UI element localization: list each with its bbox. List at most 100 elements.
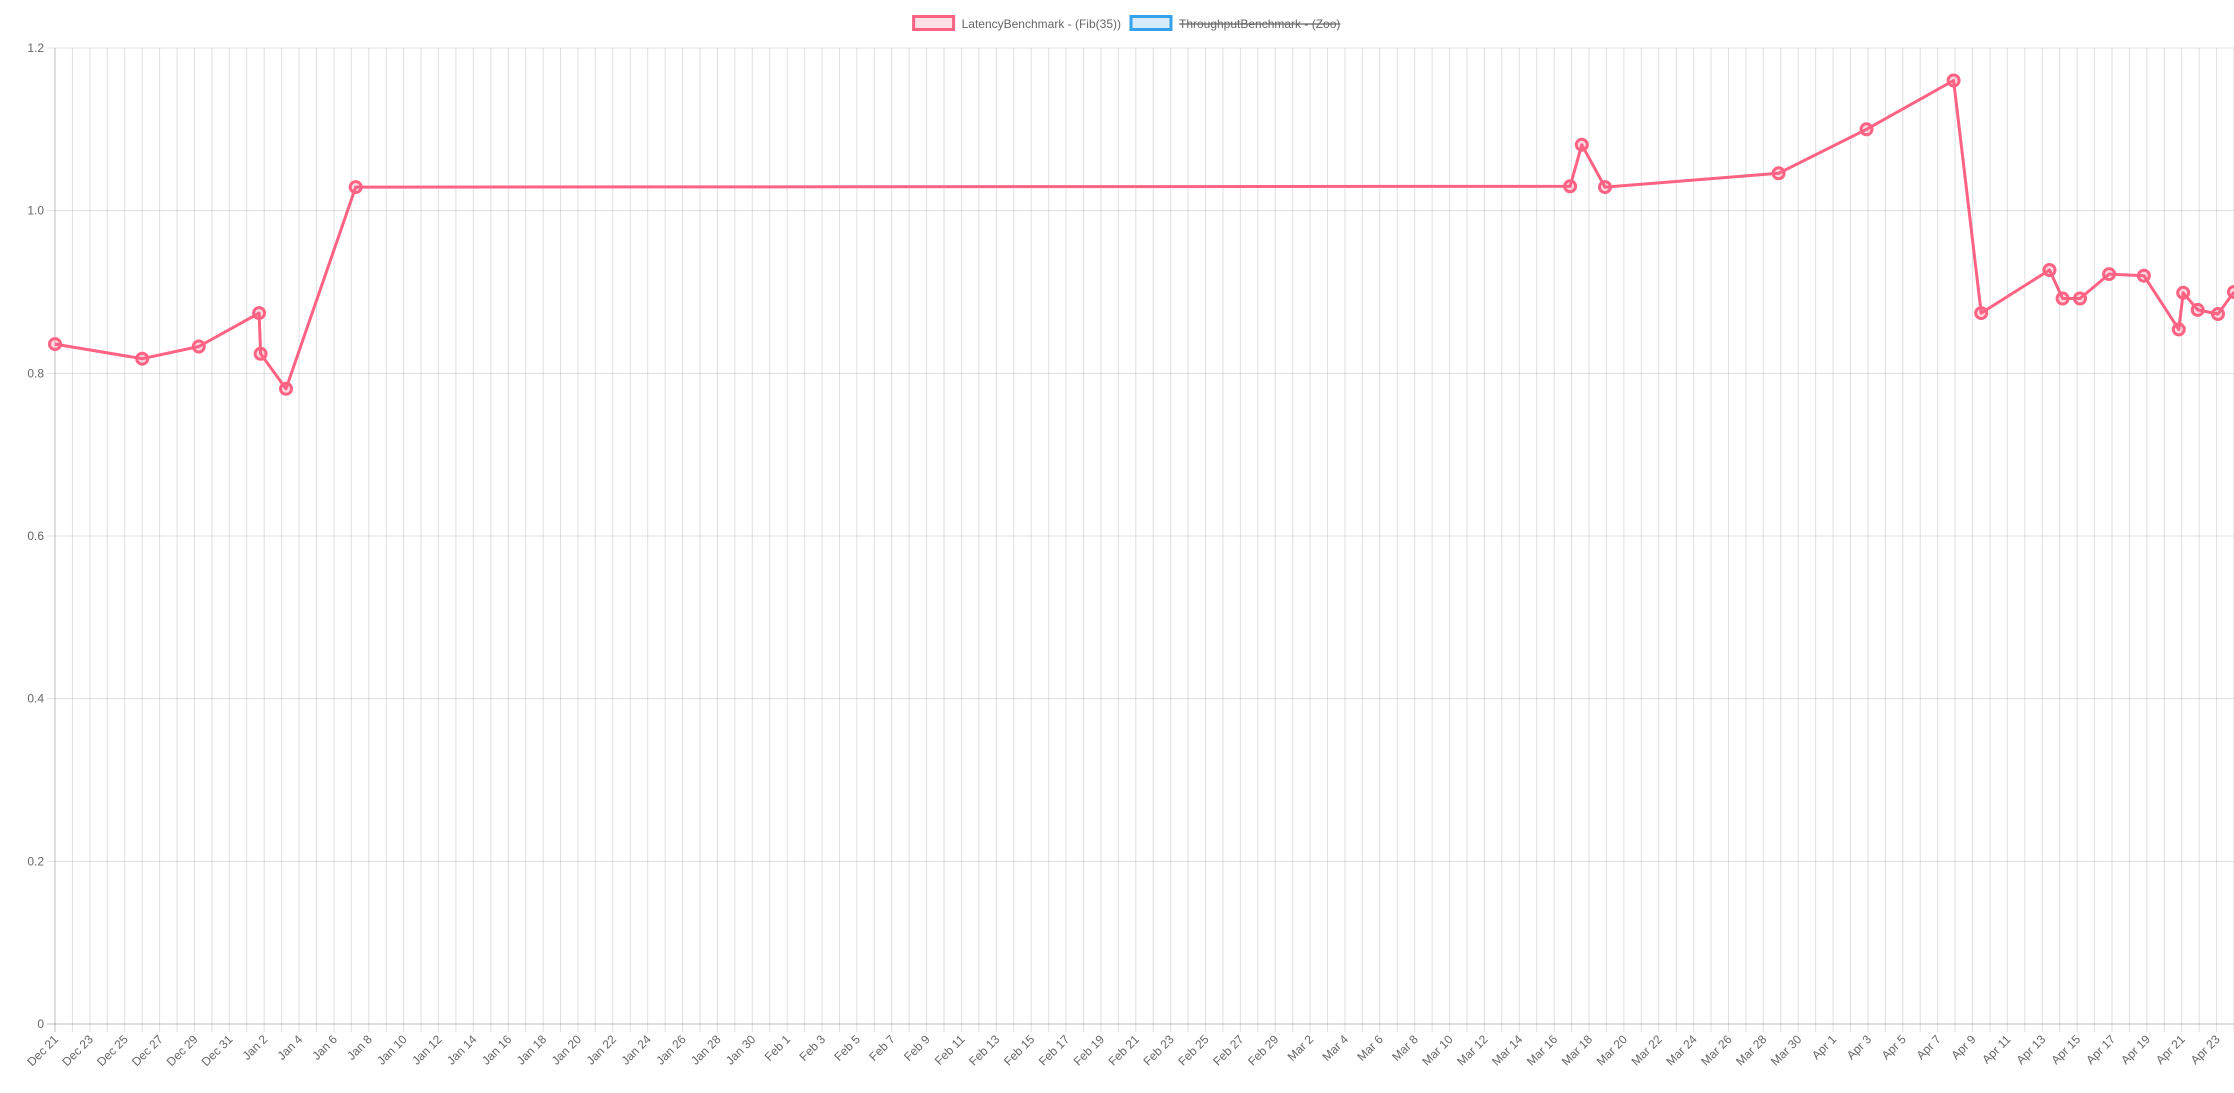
y-tick-label: 1.0 <box>27 204 44 218</box>
x-tick-label: Apr 9 <box>1948 1032 1978 1062</box>
legend[interactable]: LatencyBenchmark - (Fib(35)) ThroughputBe… <box>912 15 1341 32</box>
x-tick-label: Mar 28 <box>1733 1032 1770 1069</box>
x-tick-label: Feb 23 <box>1140 1032 1177 1069</box>
data-point[interactable] <box>48 337 62 352</box>
data-point[interactable] <box>2227 285 2234 299</box>
grid <box>47 47 2234 1032</box>
x-tick-label: Jan 14 <box>444 1032 480 1068</box>
data-point[interactable] <box>252 306 267 321</box>
x-tick-label: Mar 10 <box>1419 1032 1456 1069</box>
x-tick-label: Apr 3 <box>1844 1032 1874 1062</box>
x-tick-label: Jan 22 <box>584 1032 620 1068</box>
y-tick-label: 1.2 <box>27 41 44 55</box>
x-tick-label: Jan 26 <box>653 1032 689 1068</box>
x-tick-label: Mar 18 <box>1559 1032 1596 1069</box>
x-tick-label: Dec 21 <box>24 1032 61 1069</box>
x-tick-label: Mar 24 <box>1663 1032 1700 1069</box>
x-tick-label: Mar 14 <box>1489 1032 1526 1069</box>
x-tick-label: Apr 5 <box>1879 1032 1909 1062</box>
x-tick-label: Jan 12 <box>409 1032 445 1068</box>
x-tick-label: Mar 26 <box>1698 1032 1735 1069</box>
x-tick-label: Feb 25 <box>1175 1032 1212 1069</box>
legend-swatch <box>912 15 956 31</box>
data-point[interactable] <box>2102 267 2117 282</box>
x-tick-label: Feb 13 <box>966 1032 1003 1069</box>
x-tick-label: Mar 16 <box>1524 1032 1561 1069</box>
data-point[interactable] <box>2055 291 2070 306</box>
x-tick-label: Dec 27 <box>129 1032 166 1069</box>
data-point[interactable] <box>2073 291 2087 306</box>
x-tick-label: Jan 4 <box>275 1032 306 1063</box>
x-tick-label: Apr 7 <box>1914 1032 1944 1062</box>
data-point[interactable] <box>1574 137 1589 152</box>
legend-item[interactable]: ThroughputBenchmark - (Zoo) <box>1129 15 1341 32</box>
series-line <box>54 79 2234 391</box>
x-tick-label: Feb 3 <box>797 1032 829 1064</box>
data-point[interactable] <box>1974 306 1989 321</box>
x-tick-label: Mar 22 <box>1629 1032 1666 1069</box>
data-point[interactable] <box>2042 263 2057 277</box>
x-tick-label: Feb 27 <box>1210 1032 1247 1069</box>
data-point[interactable] <box>1859 122 1874 137</box>
x-tick-label: Dec 23 <box>59 1032 96 1069</box>
x-tick-label: Jan 10 <box>374 1032 410 1068</box>
x-tick-label: Feb 7 <box>866 1032 898 1064</box>
data-point[interactable] <box>1771 166 1786 181</box>
x-tick-label: Mar 6 <box>1354 1032 1386 1064</box>
x-tick-label: Dec 31 <box>199 1032 236 1069</box>
x-tick-label: Feb 29 <box>1245 1032 1282 1069</box>
y-tick-label: 0 <box>37 1017 44 1031</box>
data-point[interactable] <box>2176 285 2191 300</box>
x-tick-label: Jan 2 <box>240 1032 271 1063</box>
x-tick-label: Feb 1 <box>762 1032 794 1064</box>
data-point[interactable] <box>2171 322 2186 337</box>
x-tick-label: Apr 17 <box>2083 1032 2118 1067</box>
data-point[interactable] <box>1563 179 1578 194</box>
data-point[interactable] <box>191 339 206 354</box>
x-tick-label: Feb 15 <box>1001 1032 1038 1069</box>
y-tick-label: 0.4 <box>27 692 44 706</box>
x-tick-label: Feb 19 <box>1071 1032 1108 1069</box>
data-point[interactable] <box>253 346 268 361</box>
data-point[interactable] <box>135 351 150 366</box>
legend-label: LatencyBenchmark - (Fib(35)) <box>962 17 1121 31</box>
x-tick-label: Mar 12 <box>1454 1032 1491 1069</box>
series-layer <box>48 73 2234 396</box>
x-tick-label: Apr 23 <box>2188 1032 2223 1067</box>
x-tick-label: Jan 8 <box>344 1032 375 1063</box>
x-tick-label: Apr 21 <box>2153 1032 2188 1067</box>
x-tick-label: Jan 16 <box>479 1032 515 1068</box>
data-point[interactable] <box>2136 268 2151 283</box>
x-tick-label: Apr 13 <box>2013 1032 2048 1067</box>
x-tick-label: Apr 19 <box>2118 1032 2153 1067</box>
legend-swatch <box>1129 15 1173 31</box>
data-point[interactable] <box>279 381 293 396</box>
x-tick-label: Jan 20 <box>549 1032 585 1068</box>
x-tick-label: Jan 6 <box>309 1032 340 1063</box>
x-tick-label: Mar 8 <box>1389 1032 1421 1064</box>
x-tick-label: Mar 30 <box>1768 1032 1805 1069</box>
x-tick-label: Feb 11 <box>932 1032 968 1068</box>
x-tick-label: Apr 11 <box>1979 1032 2014 1067</box>
x-tick-label: Mar 20 <box>1594 1032 1631 1069</box>
x-tick-label: Dec 25 <box>94 1032 131 1069</box>
data-point[interactable] <box>2211 307 2225 321</box>
x-tick-label: Jan 18 <box>514 1032 550 1068</box>
x-tick-label: Jan 30 <box>723 1032 759 1068</box>
x-tick-label: Feb 17 <box>1036 1032 1073 1069</box>
x-tick-label: Jan 24 <box>618 1032 654 1068</box>
x-tick-label: Feb 5 <box>831 1032 863 1064</box>
data-point[interactable] <box>1598 180 1612 195</box>
x-tick-label: Apr 1 <box>1809 1032 1839 1062</box>
data-point[interactable] <box>348 180 363 195</box>
legend-item[interactable]: LatencyBenchmark - (Fib(35)) <box>912 15 1121 32</box>
y-tick-label: 0.6 <box>27 529 44 543</box>
data-point[interactable] <box>1946 73 1961 88</box>
x-tick-label: Jan 28 <box>688 1032 724 1068</box>
x-tick-label: Apr 15 <box>2048 1032 2083 1067</box>
x-tick-label: Dec 29 <box>164 1032 201 1069</box>
data-point[interactable] <box>2190 302 2205 317</box>
x-tick-label: Mar 4 <box>1319 1032 1351 1064</box>
